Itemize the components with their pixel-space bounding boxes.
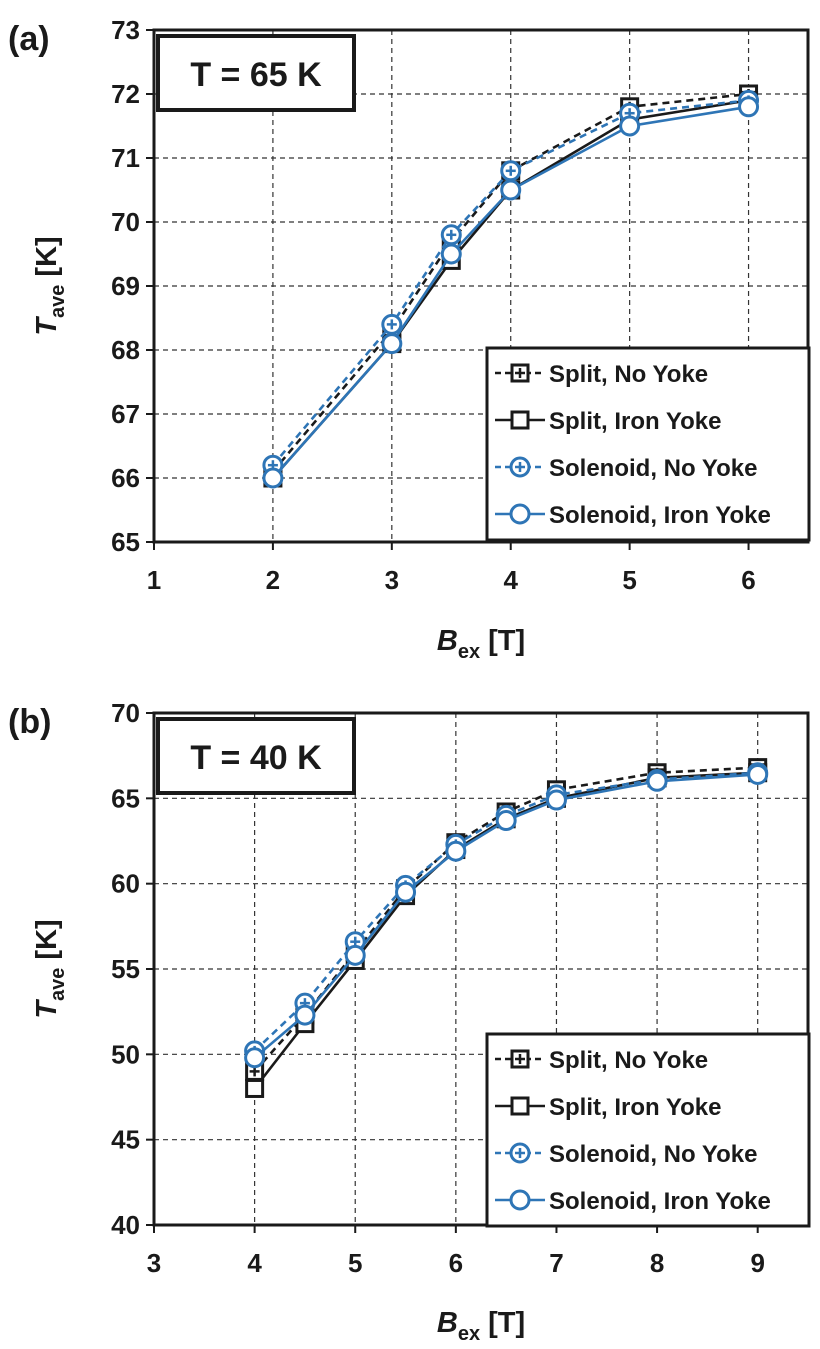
legend-label: Split, Iron Yoke — [549, 1094, 721, 1121]
x-tick-label: 8 — [650, 1248, 664, 1278]
x-tick-label: 2 — [266, 565, 280, 595]
x-tick-label: 9 — [750, 1248, 764, 1278]
x-axis-title: Bex [T] — [437, 1307, 525, 1345]
data-point — [244, 1047, 266, 1069]
data-point — [395, 881, 417, 903]
y-tick-label: 50 — [111, 1039, 140, 1069]
legend-entry: Solenoid, Iron Yoke — [495, 502, 771, 529]
data-point — [440, 224, 462, 246]
series-solenoid-iron-yoke — [262, 96, 760, 489]
legend-marker — [509, 503, 531, 525]
series-line — [271, 105, 749, 479]
y-tick-label: 70 — [111, 698, 140, 728]
y-axis-title: Tave[K] — [31, 236, 69, 335]
chart-panel-a: 1 2 3 4 5 6 65 66 67 68 69 70 71 72 73 Bex [T] Tave[K] (a)… — [8, 15, 811, 663]
y-tick-label: 68 — [111, 335, 140, 365]
data-point — [738, 96, 760, 118]
x-tick-label: 5 — [348, 1248, 362, 1278]
y-tick-label: 70 — [111, 207, 140, 237]
legend-entry: Solenoid, No Yoke — [495, 1141, 757, 1168]
data-point — [545, 789, 567, 811]
temperature-annotation-box — [156, 34, 356, 112]
legend-label: Solenoid, Iron Yoke — [549, 1188, 771, 1215]
data-point — [500, 179, 522, 201]
data-point — [646, 770, 668, 792]
y-axis-title: Tave[K] — [31, 919, 69, 1018]
data-point — [445, 840, 467, 862]
x-axis-title: Bex [T] — [437, 625, 525, 663]
y-tick-label: 73 — [111, 15, 140, 45]
x-tick-label: 3 — [147, 1248, 161, 1278]
x-tick-label: 1 — [147, 565, 161, 595]
y-tick-label: 40 — [111, 1210, 140, 1240]
y-tick-label: 60 — [111, 869, 140, 899]
legend-marker — [509, 456, 531, 478]
series-solenoid-iron-yoke — [244, 763, 769, 1069]
temperature-annotation: T = 65 K — [190, 56, 322, 94]
y-tick-label: 65 — [111, 527, 140, 557]
legend-label: Split, Iron Yoke — [549, 408, 721, 435]
legend-entry: Solenoid, Iron Yoke — [495, 1188, 771, 1215]
panel-label: (a) — [8, 20, 50, 58]
y-tick-label: 72 — [111, 79, 140, 109]
temperature-annotation-box — [156, 717, 356, 795]
legend-marker — [510, 363, 530, 383]
legend: Split, No Yoke Split, Iron Yoke Solenoid, … — [485, 346, 811, 542]
legend-marker — [510, 1049, 530, 1069]
data-point — [747, 763, 769, 785]
legend-label: Split, No Yoke — [549, 361, 708, 388]
legend-entry: Split, No Yoke — [495, 361, 708, 388]
legend-entry: Split, Iron Yoke — [495, 408, 721, 435]
data-point — [381, 333, 403, 355]
data-point — [262, 467, 284, 489]
temperature-annotation: T = 40 K — [190, 739, 322, 777]
data-point — [344, 944, 366, 966]
y-tick-label: 55 — [111, 954, 140, 984]
legend-label: Split, No Yoke — [549, 1047, 708, 1074]
legend-marker — [509, 1142, 531, 1164]
legend-marker — [510, 1096, 530, 1116]
data-point — [294, 1004, 316, 1026]
legend-marker — [509, 1189, 531, 1211]
legend-label: Solenoid, Iron Yoke — [549, 502, 771, 529]
legend-label: Solenoid, No Yoke — [549, 455, 757, 482]
legend-entry: Split, Iron Yoke — [495, 1094, 721, 1121]
legend-marker — [510, 410, 530, 430]
data-point — [495, 810, 517, 832]
y-tick-label: 69 — [111, 271, 140, 301]
series-solenoid-no-yoke — [244, 762, 769, 1062]
data-point — [245, 1078, 265, 1098]
x-tick-label: 6 — [449, 1248, 463, 1278]
legend-entry: Split, No Yoke — [495, 1047, 708, 1074]
data-point — [381, 313, 403, 335]
x-tick-label: 5 — [622, 565, 636, 595]
legend-label: Solenoid, No Yoke — [549, 1141, 757, 1168]
x-tick-label: 6 — [741, 565, 755, 595]
series-line — [271, 99, 749, 467]
y-tick-label: 67 — [111, 399, 140, 429]
data-point — [500, 160, 522, 182]
x-tick-label: 4 — [503, 565, 518, 595]
x-tick-label: 4 — [247, 1248, 262, 1278]
y-tick-label: 45 — [111, 1125, 140, 1155]
data-point — [440, 243, 462, 265]
data-point — [619, 115, 641, 137]
y-tick-label: 71 — [111, 143, 140, 173]
y-tick-label: 65 — [111, 783, 140, 813]
x-tick-label: 3 — [385, 565, 399, 595]
series-line — [271, 92, 749, 473]
x-tick-label: 7 — [549, 1248, 563, 1278]
legend-entry: Solenoid, No Yoke — [495, 455, 757, 482]
legend: Split, No Yoke Split, Iron Yoke Solenoid, … — [485, 1032, 811, 1228]
y-tick-label: 66 — [111, 463, 140, 493]
panel-label: (b) — [8, 703, 51, 741]
